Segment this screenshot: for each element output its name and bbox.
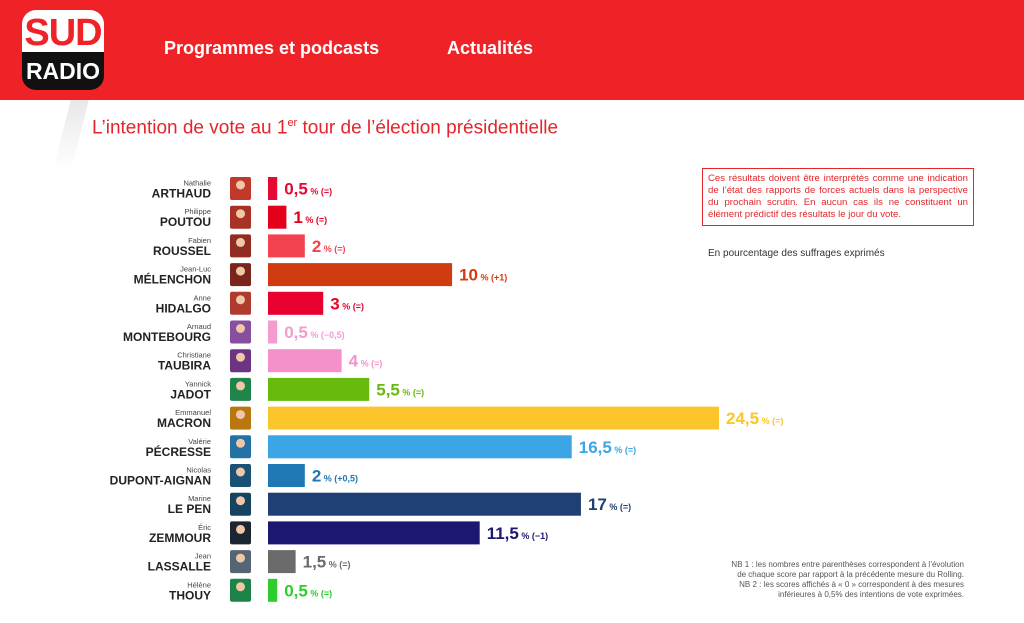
candidate-firstname-poutou: Philippe bbox=[184, 207, 211, 216]
value-label-taubira: 4 % (=) bbox=[349, 352, 383, 371]
footnote-nb2-line2: inférieures à 0,5% des intentions de vot… bbox=[778, 590, 964, 599]
value-label-jadot: 5,5 % (=) bbox=[376, 380, 424, 399]
bar-montebourg bbox=[268, 320, 278, 344]
bar-p-cresse bbox=[268, 435, 572, 459]
candidate-lastname-taubira: TAUBIRA bbox=[158, 359, 211, 373]
candidate-firstname-dupont-aignan: Nicolas bbox=[186, 466, 211, 475]
candidate-lastname-jadot: JADOT bbox=[170, 387, 211, 401]
value-label-lassalle: 1,5 % (=) bbox=[303, 553, 351, 572]
candidate-firstname-le-pen: Marine bbox=[188, 494, 211, 503]
bar-taubira bbox=[268, 349, 342, 373]
avatar-face-macron bbox=[236, 410, 245, 420]
candidate-lastname-roussel: ROUSSEL bbox=[153, 244, 211, 258]
candidate-firstname-montebourg: Arnaud bbox=[187, 322, 211, 331]
candidate-lastname-hidalgo: HIDALGO bbox=[156, 301, 211, 315]
value-label-m-lenchon: 10 % (+1) bbox=[459, 266, 507, 285]
value-label-montebourg: 0,5 % (−0,5) bbox=[284, 323, 344, 342]
footnote-nb1-line1: NB 1 : les nombres entre parenthèses cor… bbox=[731, 560, 964, 569]
value-label-roussel: 2 % (=) bbox=[312, 237, 346, 256]
bar-hidalgo bbox=[268, 291, 324, 315]
avatar-face-montebourg bbox=[236, 324, 245, 333]
avatar-face-lassalle bbox=[236, 553, 245, 563]
bar-arthaud bbox=[268, 177, 278, 200]
avatar-face-thouy bbox=[236, 582, 245, 592]
value-label-dupont-aignan: 2 % (+0,5) bbox=[312, 467, 358, 486]
site-header: SUD RADIO Programmes et podcasts Actuali… bbox=[0, 0, 1024, 100]
disclaimer-box: Ces résultats doivent être interprétés c… bbox=[702, 168, 974, 226]
candidate-firstname-macron: Emmanuel bbox=[175, 408, 211, 417]
bar-m-lenchon bbox=[268, 263, 453, 287]
footnote-nb1-line2: de chaque score par rapport à la précéde… bbox=[737, 570, 964, 579]
value-label-thouy: 0,5 % (=) bbox=[284, 581, 332, 600]
value-label-zemmour: 11,5 % (−1) bbox=[487, 524, 548, 543]
candidate-lastname-montebourg: MONTEBOURG bbox=[123, 330, 211, 344]
candidate-lastname-m-lenchon: MÉLENCHON bbox=[134, 272, 211, 287]
logo-radio-text: RADIO bbox=[22, 52, 104, 90]
candidate-firstname-p-cresse: Valérie bbox=[188, 437, 211, 446]
avatar-face-le-pen bbox=[236, 496, 245, 506]
unit-note: En pourcentage des suffrages exprimés bbox=[708, 248, 885, 259]
candidate-lastname-dupont-aignan: DUPONT-AIGNAN bbox=[110, 474, 211, 488]
avatar-face-roussel bbox=[236, 237, 245, 247]
bar-macron bbox=[268, 406, 719, 430]
candidate-firstname-arthaud: Nathalie bbox=[183, 179, 211, 188]
bar-zemmour bbox=[268, 521, 480, 545]
candidate-firstname-zemmour: Éric bbox=[198, 523, 211, 532]
candidate-firstname-hidalgo: Anne bbox=[193, 293, 211, 302]
value-label-poutou: 1 % (=) bbox=[293, 208, 327, 227]
candidate-lastname-macron: MACRON bbox=[157, 416, 211, 430]
logo-sud-text: SUD bbox=[22, 10, 104, 54]
candidate-firstname-roussel: Fabien bbox=[188, 236, 211, 245]
sud-radio-logo[interactable]: SUD RADIO bbox=[22, 10, 104, 90]
bar-jadot bbox=[268, 377, 370, 401]
avatar-face-arthaud bbox=[236, 180, 245, 190]
candidate-lastname-arthaud: ARTHAUD bbox=[152, 187, 212, 201]
avatar-face-hidalgo bbox=[236, 295, 245, 305]
avatar-face-taubira bbox=[236, 352, 245, 362]
candidate-firstname-m-lenchon: Jean-Luc bbox=[180, 265, 211, 274]
candidate-lastname-le-pen: LE PEN bbox=[168, 502, 211, 516]
chart-title: L’intention de vote au 1er tour de l’éle… bbox=[92, 117, 559, 139]
value-label-le-pen: 17 % (=) bbox=[588, 495, 631, 514]
footnotes: NB 1 : les nombres entre parenthèses cor… bbox=[690, 560, 964, 600]
value-label-arthaud: 0,5 % (=) bbox=[284, 180, 332, 199]
avatar-face-m-lenchon bbox=[236, 266, 245, 276]
avatar-face-poutou bbox=[236, 209, 245, 219]
value-label-macron: 24,5 % (=) bbox=[726, 409, 783, 428]
candidate-lastname-lassalle: LASSALLE bbox=[148, 560, 211, 574]
nav-programmes-podcasts[interactable]: Programmes et podcasts bbox=[164, 38, 380, 58]
candidate-lastname-p-cresse: PÉCRESSE bbox=[146, 444, 211, 459]
avatar-face-jadot bbox=[236, 381, 245, 391]
candidate-lastname-thouy: THOUY bbox=[169, 588, 211, 602]
candidate-firstname-lassalle: Jean bbox=[195, 552, 211, 561]
bar-dupont-aignan bbox=[268, 464, 305, 487]
candidate-firstname-taubira: Christiane bbox=[177, 351, 211, 360]
value-label-hidalgo: 3 % (=) bbox=[330, 294, 364, 313]
avatar-face-zemmour bbox=[236, 524, 245, 534]
bar-le-pen bbox=[268, 492, 581, 516]
bar-poutou bbox=[268, 205, 287, 229]
candidate-firstname-jadot: Yannick bbox=[185, 379, 211, 388]
candidate-lastname-zemmour: ZEMMOUR bbox=[149, 531, 211, 545]
bar-roussel bbox=[268, 234, 305, 258]
footnote-nb2-line1: NB 2 : les scores affichés à « 0 » corre… bbox=[739, 580, 964, 589]
candidate-lastname-poutou: POUTOU bbox=[160, 215, 211, 229]
value-label-p-cresse: 16,5 % (=) bbox=[579, 438, 636, 457]
avatar-face-dupont-aignan bbox=[236, 467, 245, 477]
avatar-face-p-cresse bbox=[236, 438, 245, 448]
nav-actualites[interactable]: Actualités bbox=[447, 38, 534, 58]
candidate-firstname-thouy: Hélène bbox=[187, 580, 211, 589]
bar-lassalle bbox=[268, 550, 296, 574]
bar-thouy bbox=[268, 578, 278, 602]
